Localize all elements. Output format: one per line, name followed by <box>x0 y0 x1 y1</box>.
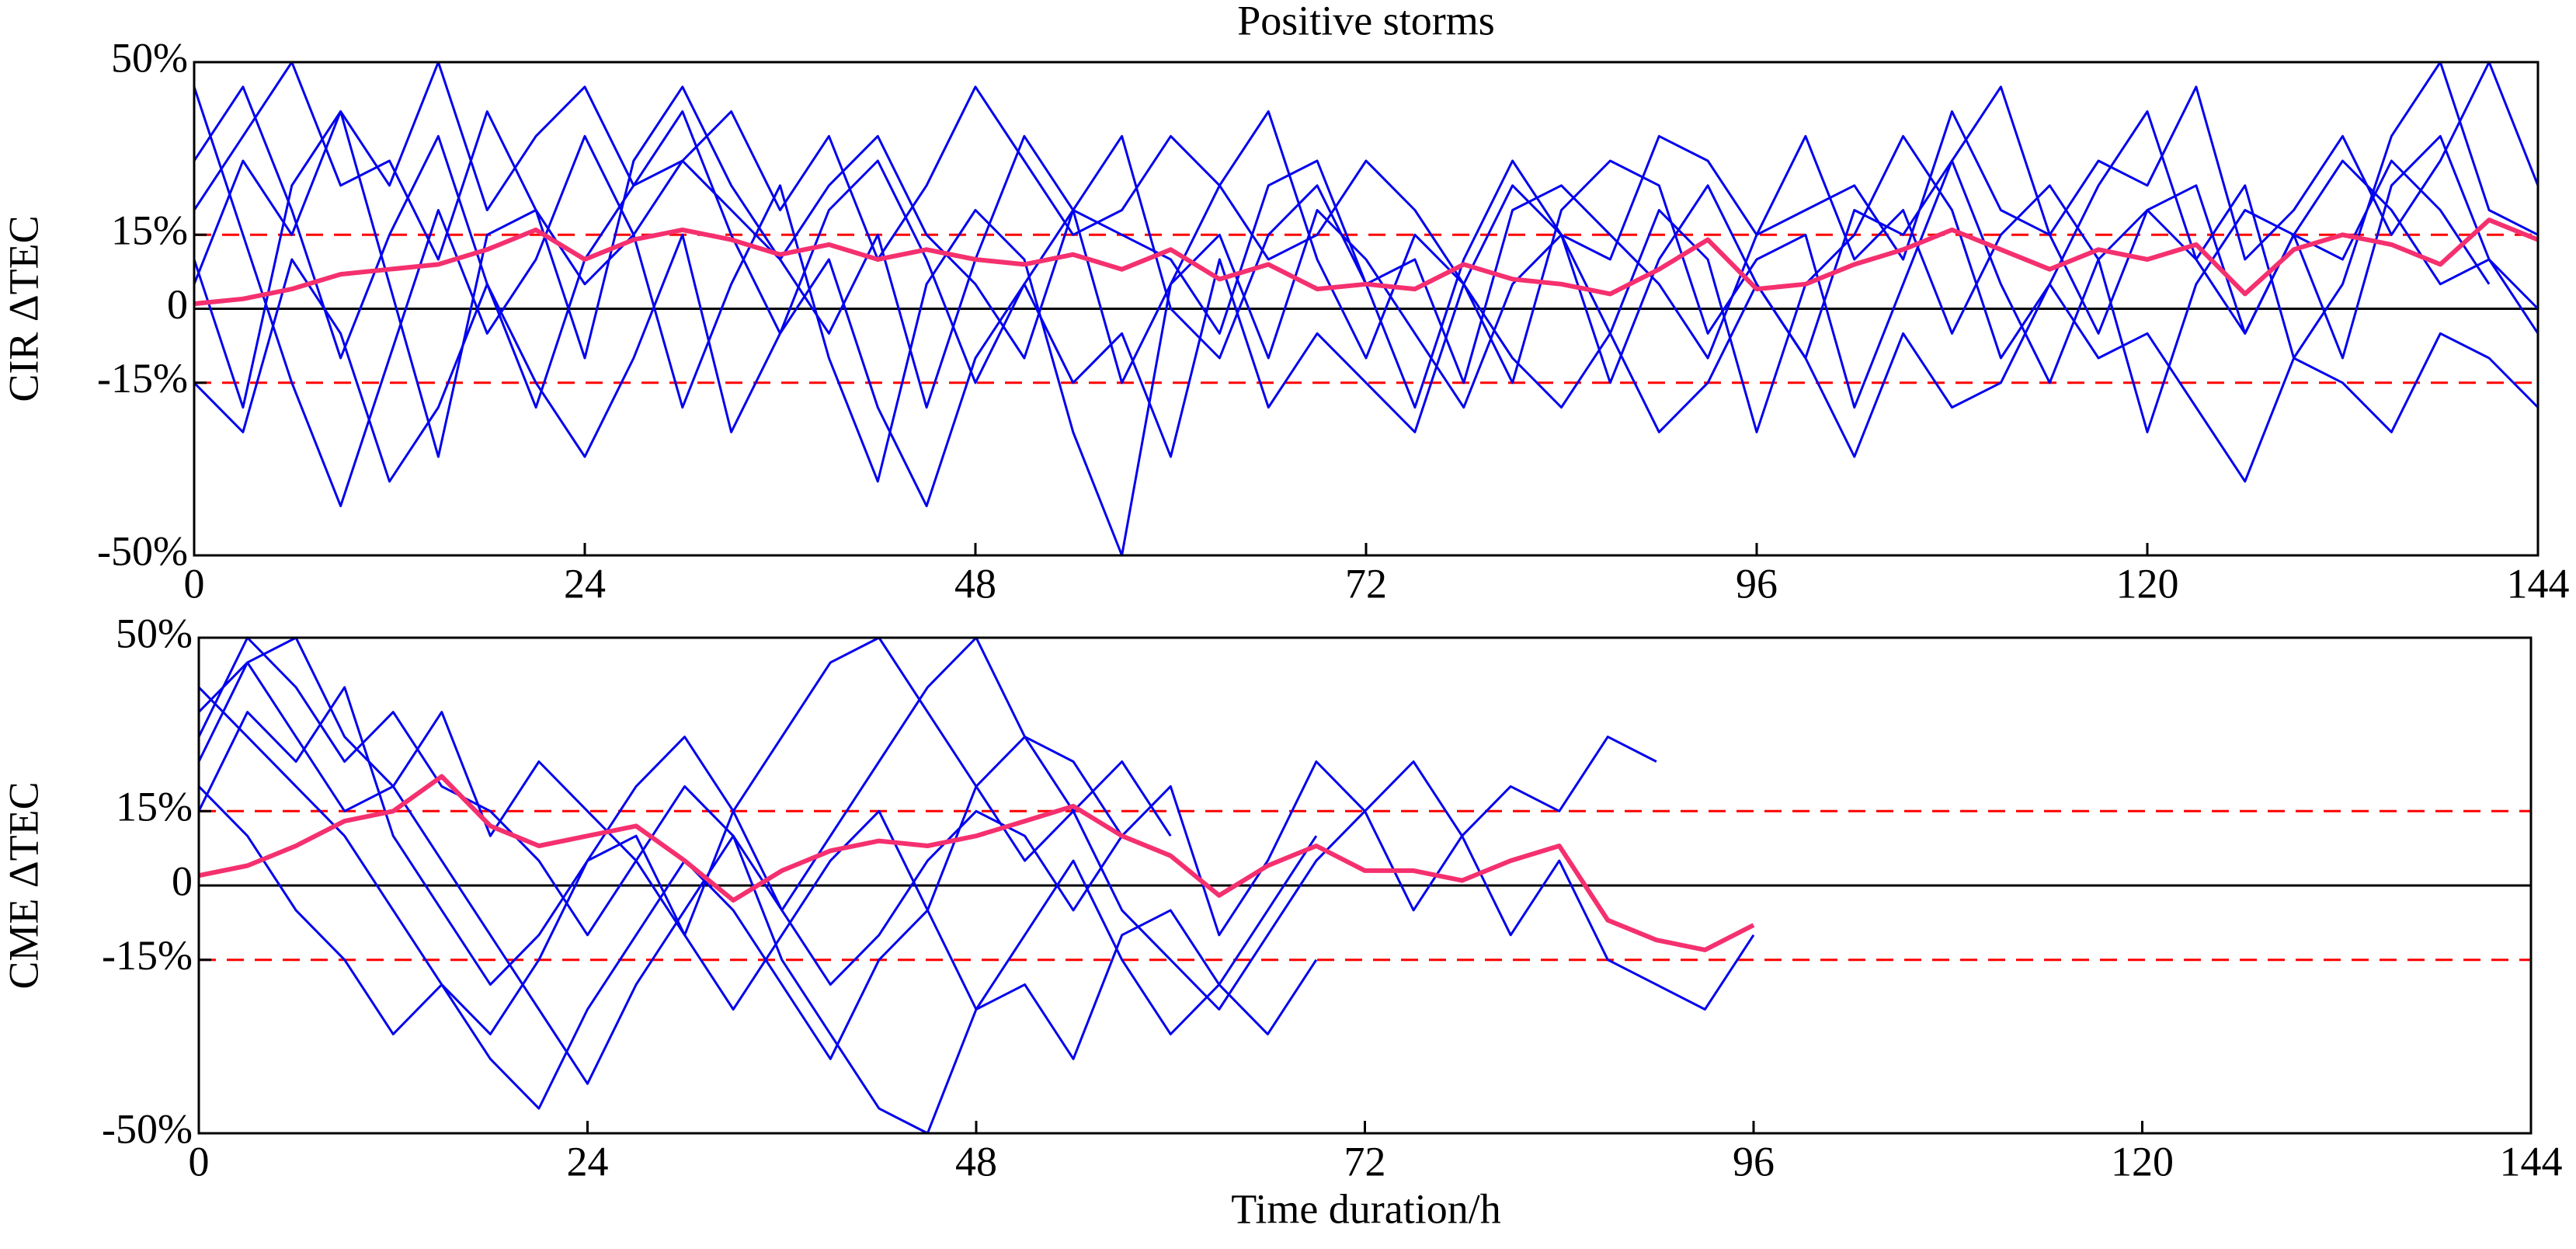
data-line <box>193 61 2539 286</box>
x-tick-label: 144 <box>2500 1138 2563 1185</box>
y-tick-label: 0 <box>167 281 188 328</box>
data-line <box>198 774 1755 952</box>
data-line <box>193 86 2491 557</box>
x-tick-label: 0 <box>189 1138 210 1185</box>
y-tick-label: -50% <box>102 1105 193 1152</box>
y-tick-label: 15% <box>111 207 188 254</box>
y-tick-label: -15% <box>97 355 188 402</box>
y-tick-label: 0 <box>172 858 193 904</box>
x-tick-label: 72 <box>1344 1138 1386 1185</box>
y-tick-label: 50% <box>116 610 193 656</box>
x-tick-label: 120 <box>2116 560 2179 607</box>
data-line <box>197 636 1755 1011</box>
y-tick-label: -50% <box>97 527 188 574</box>
data-line <box>197 661 1318 1135</box>
data-line <box>193 217 2539 307</box>
y-axis-label: CME ΔTEC <box>0 781 47 989</box>
x-tick-label: 48 <box>955 1138 997 1185</box>
x-tick-label: 24 <box>564 560 606 607</box>
y-tick-label: 15% <box>116 784 193 830</box>
data-line <box>197 636 1172 937</box>
x-axis-label: Time duration/h <box>1231 1185 1501 1232</box>
y-tick-label: 50% <box>111 34 188 81</box>
x-tick-label: 48 <box>954 560 996 607</box>
data-line <box>197 686 1123 1035</box>
data-line <box>193 233 2539 507</box>
x-tick-label: 72 <box>1345 560 1387 607</box>
x-tick-label: 96 <box>1736 560 1778 607</box>
x-tick-label: 0 <box>184 560 205 607</box>
x-tick-label: 120 <box>2111 1138 2174 1185</box>
chart-title: Positive storms <box>1237 0 1495 43</box>
y-tick-label: -15% <box>102 932 193 979</box>
x-tick-label: 24 <box>567 1138 609 1185</box>
data-line <box>197 785 1318 1110</box>
data-line <box>197 686 1657 986</box>
x-tick-label: 144 <box>2507 560 2570 607</box>
y-axis-label: CIR ΔTEC <box>0 215 47 402</box>
x-tick-label: 96 <box>1733 1138 1775 1185</box>
